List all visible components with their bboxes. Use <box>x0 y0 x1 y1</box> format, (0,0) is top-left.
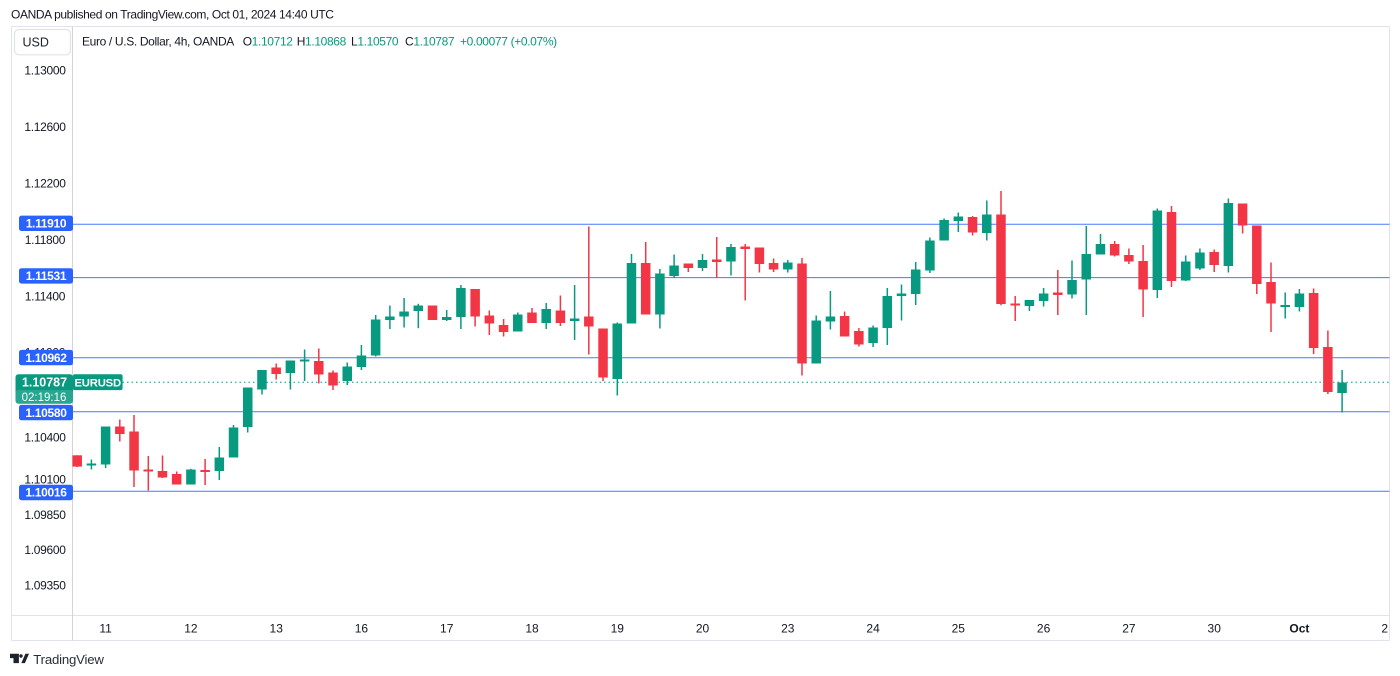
svg-text:Euro / U.S. Dollar, 4h, OANDA: Euro / U.S. Dollar, 4h, OANDA <box>82 34 234 48</box>
svg-text:OANDA published on TradingView: OANDA published on TradingView.com, Oct … <box>11 7 334 21</box>
svg-text:24: 24 <box>866 622 880 636</box>
svg-text:1.10580: 1.10580 <box>25 406 67 420</box>
svg-text:12: 12 <box>184 622 198 636</box>
svg-text:30: 30 <box>1208 622 1222 636</box>
svg-text:1.11800: 1.11800 <box>25 233 66 247</box>
svg-text:Oct: Oct <box>1289 622 1309 636</box>
svg-text:02:19:16: 02:19:16 <box>22 392 67 404</box>
svg-text:1.12600: 1.12600 <box>24 120 66 134</box>
svg-text:19: 19 <box>611 622 625 636</box>
svg-text:20: 20 <box>696 622 710 636</box>
svg-text:H1.10868: H1.10868 <box>297 34 347 48</box>
svg-text:1.10016: 1.10016 <box>25 486 67 500</box>
svg-text:1.10787: 1.10787 <box>22 376 67 390</box>
svg-text:1.11531: 1.11531 <box>26 269 67 283</box>
svg-text:13: 13 <box>270 622 284 636</box>
svg-text:1.09600: 1.09600 <box>24 543 66 557</box>
svg-text:1.09850: 1.09850 <box>24 508 66 522</box>
svg-text:1.13000: 1.13000 <box>24 64 66 78</box>
svg-text:26: 26 <box>1037 622 1051 636</box>
svg-text:C1.10787: C1.10787 <box>405 34 455 48</box>
svg-text:11: 11 <box>99 622 112 636</box>
svg-text:2: 2 <box>1381 622 1388 636</box>
svg-text:TradingView: TradingView <box>33 652 104 667</box>
svg-text:16: 16 <box>355 622 369 636</box>
svg-text:18: 18 <box>525 622 539 636</box>
svg-text:EURUSD: EURUSD <box>74 377 121 389</box>
svg-text:1.11910: 1.11910 <box>26 217 67 231</box>
svg-text:1.10400: 1.10400 <box>24 430 66 444</box>
svg-text:23: 23 <box>781 622 795 636</box>
svg-text:1.10962: 1.10962 <box>25 351 67 365</box>
svg-text:27: 27 <box>1122 622 1136 636</box>
svg-text:1.11400: 1.11400 <box>25 289 66 303</box>
svg-text:O1.10712: O1.10712 <box>243 34 294 48</box>
svg-text:17: 17 <box>440 622 454 636</box>
svg-text:1.12200: 1.12200 <box>24 177 66 191</box>
svg-text:1.09350: 1.09350 <box>24 578 66 592</box>
svg-text:1.10100: 1.10100 <box>24 473 66 487</box>
svg-text:L1.10570: L1.10570 <box>351 34 399 48</box>
svg-text:USD: USD <box>23 35 49 49</box>
svg-text:25: 25 <box>952 622 966 636</box>
svg-text:+0.00077 (+0.07%): +0.00077 (+0.07%) <box>460 34 557 48</box>
